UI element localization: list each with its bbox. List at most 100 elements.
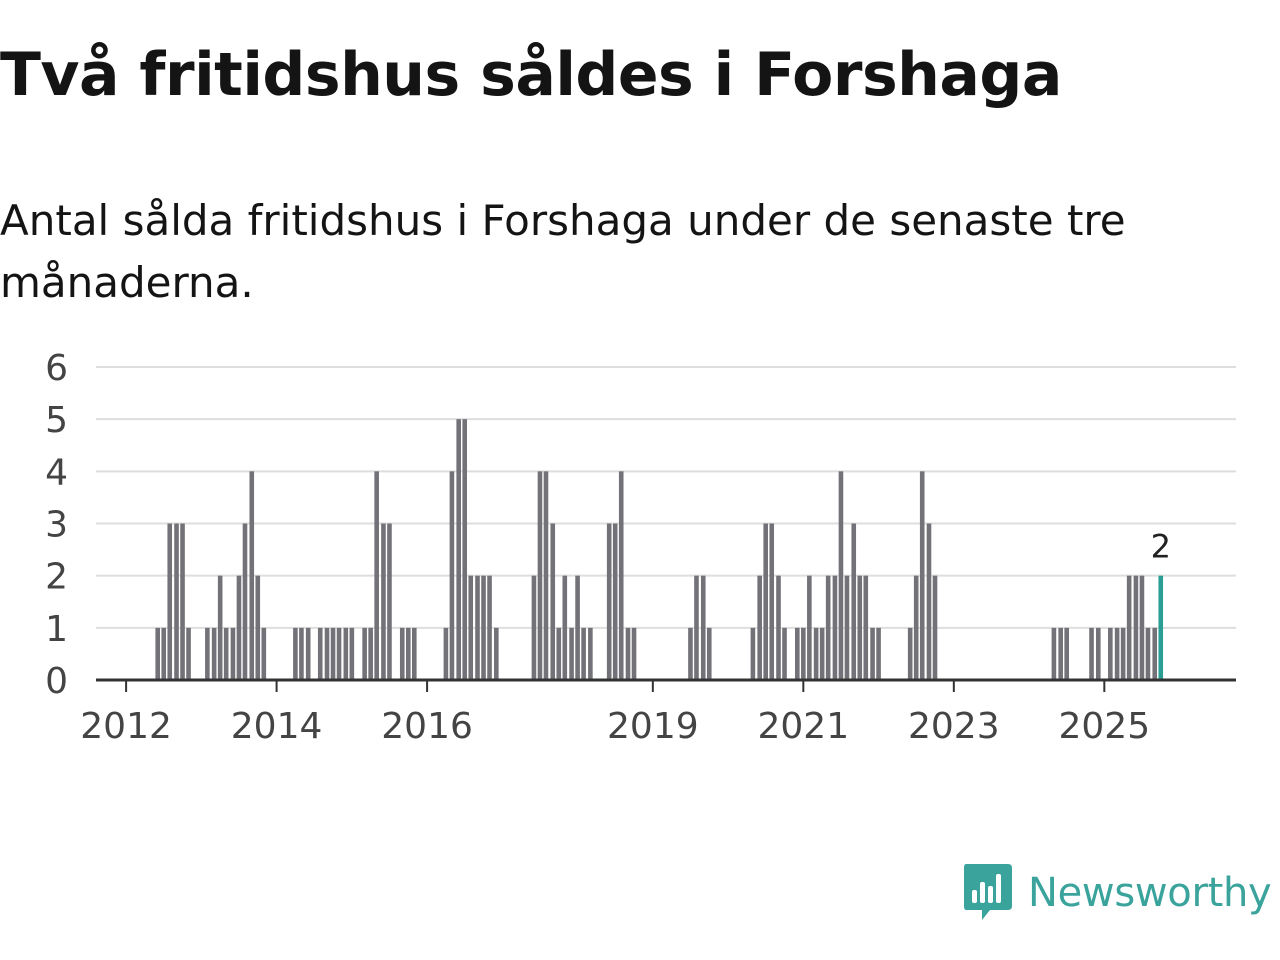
chart-title: Två fritidshus såldes i Forshaga xyxy=(0,40,1062,110)
last-value-label: 2 xyxy=(1151,528,1171,566)
bar xyxy=(838,471,844,680)
bar xyxy=(863,575,869,680)
bar xyxy=(706,627,712,680)
bar xyxy=(293,627,298,680)
bar xyxy=(819,627,825,680)
bar xyxy=(1145,627,1151,680)
y-tick-label: 1 xyxy=(45,609,68,650)
bar xyxy=(174,523,179,680)
bar xyxy=(625,627,631,680)
bar xyxy=(857,575,863,680)
bar xyxy=(336,627,342,680)
bar xyxy=(907,627,913,680)
y-tick-label: 5 xyxy=(45,400,68,441)
bar xyxy=(161,627,167,680)
bar xyxy=(769,523,775,680)
bar xyxy=(569,627,574,680)
bar xyxy=(832,575,838,680)
bar xyxy=(1095,627,1101,680)
bar xyxy=(494,627,499,680)
bar xyxy=(487,575,492,680)
bar xyxy=(606,523,612,680)
bar xyxy=(223,627,229,680)
bar xyxy=(468,575,474,680)
bar xyxy=(618,471,624,680)
x-tick-label: 2019 xyxy=(607,706,699,747)
bar xyxy=(299,627,304,680)
bar xyxy=(757,575,762,680)
chart-subtitle: Antal sålda fritidshus i Forshaga under … xyxy=(0,196,1126,307)
bar xyxy=(217,575,223,680)
x-tick-label: 2016 xyxy=(381,706,473,747)
bar xyxy=(330,627,336,680)
bar xyxy=(205,627,210,680)
bar xyxy=(362,627,367,680)
bar xyxy=(807,575,812,680)
bar xyxy=(575,575,580,680)
bar xyxy=(249,471,255,680)
bar xyxy=(1051,627,1057,680)
bar xyxy=(462,419,468,680)
bar xyxy=(411,627,417,680)
bar xyxy=(550,523,556,680)
bar xyxy=(1064,627,1069,680)
x-tick-label: 2021 xyxy=(758,706,850,747)
bar xyxy=(919,471,925,680)
bar xyxy=(349,627,355,680)
bar xyxy=(481,575,486,680)
y-tick-label: 0 xyxy=(45,661,68,702)
bar xyxy=(381,523,386,680)
bar xyxy=(324,627,330,680)
bar xyxy=(242,523,248,680)
bar xyxy=(612,523,618,680)
bar xyxy=(795,627,800,680)
bar xyxy=(932,575,938,680)
brand-name: Newsworthy xyxy=(1028,870,1272,916)
bar xyxy=(801,627,806,680)
bar xyxy=(167,523,173,680)
newsworthy-logo[interactable]: Newsworthy xyxy=(962,862,1272,924)
y-tick-label: 3 xyxy=(45,505,68,546)
bars xyxy=(155,419,1164,680)
bar xyxy=(343,627,349,680)
bar xyxy=(631,627,637,680)
gridlines xyxy=(96,366,1236,629)
bar xyxy=(844,575,850,680)
bar-highlight xyxy=(1158,575,1164,680)
bar xyxy=(305,627,311,680)
bar xyxy=(1058,627,1063,680)
bar xyxy=(1108,627,1113,680)
bar xyxy=(1139,575,1145,680)
bar xyxy=(1114,627,1120,680)
bar xyxy=(581,627,586,680)
bar xyxy=(236,575,242,680)
bar xyxy=(556,627,562,680)
bar xyxy=(926,523,932,680)
bar xyxy=(1126,575,1132,680)
newsworthy-logo-icon xyxy=(964,864,1012,920)
bar xyxy=(825,575,831,680)
bar xyxy=(913,575,919,680)
bar xyxy=(255,575,261,680)
y-tick-label: 2 xyxy=(45,557,68,598)
x-axis-ticks: 2012 2014 2016 2019 2021 2023 2025 xyxy=(80,680,1150,747)
bar xyxy=(1089,627,1094,680)
bar xyxy=(368,627,373,680)
x-tick-label: 2023 xyxy=(908,706,1000,747)
bar xyxy=(876,627,881,680)
bar xyxy=(688,627,693,680)
bar xyxy=(750,627,756,680)
bar xyxy=(155,627,161,680)
bar xyxy=(374,471,379,680)
bar-chart: 0 1 2 3 4 5 6 2012 2014 2016 2019 2021 2023 2025 2 xyxy=(45,348,1236,747)
bar xyxy=(180,523,185,680)
bar xyxy=(1133,575,1139,680)
bar xyxy=(456,419,461,680)
bar xyxy=(475,575,480,680)
y-tick-label: 4 xyxy=(45,452,68,493)
x-tick-label: 2012 xyxy=(80,706,172,747)
bar xyxy=(531,575,537,680)
y-axis-ticks: 0 1 2 3 4 5 6 xyxy=(45,348,68,702)
bar xyxy=(851,523,857,680)
bar xyxy=(562,575,568,680)
